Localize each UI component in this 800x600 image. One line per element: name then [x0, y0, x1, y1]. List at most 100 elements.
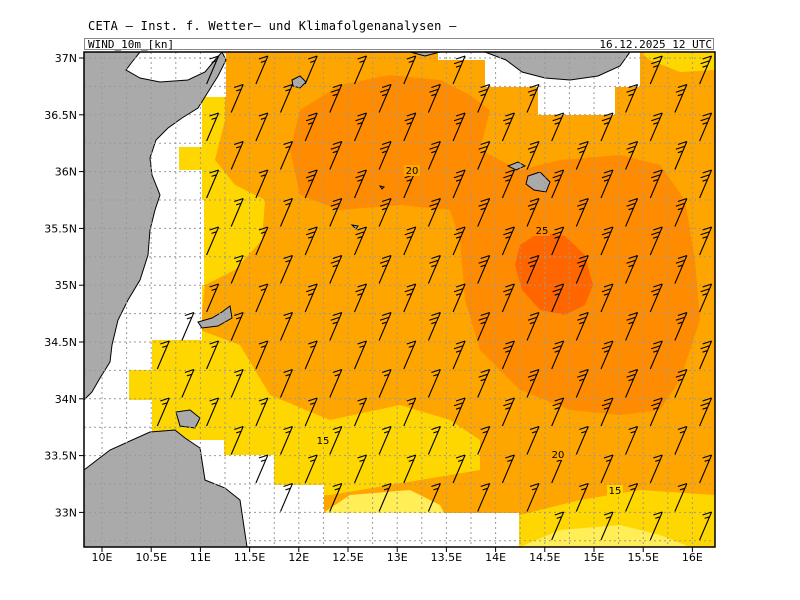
wind-barb: [353, 340, 368, 370]
wind-barb: [329, 425, 343, 455]
wind-barb: [304, 454, 318, 484]
wind-barb: [206, 397, 220, 427]
wind-barb: [625, 482, 639, 512]
variable-label: WIND_10m_[kn]: [88, 38, 175, 51]
wind-barb: [304, 112, 318, 142]
wind-barb: [181, 368, 195, 398]
wind-barb: [378, 83, 392, 113]
wind-barb: [649, 55, 663, 85]
wind-barb: [674, 197, 688, 227]
contour-label: 15: [317, 436, 330, 447]
wind-barb: [329, 83, 343, 113]
longitude-axis: 10E 10.5E 11E 11.5E 12E 12.5E 13E 13.5E 14E 14.5E…: [92, 547, 703, 564]
wind-barb: [526, 368, 540, 398]
wind-barb: [181, 311, 195, 341]
y-tick-label: 34N: [55, 393, 77, 406]
wind-barb: [600, 283, 614, 313]
x-tick-label: 14.5E: [529, 551, 560, 564]
wind-barb: [699, 55, 713, 85]
land-djerba: [175, 409, 201, 429]
x-tick-label: 12E: [288, 551, 309, 564]
y-tick-label: 34.5N: [44, 336, 77, 349]
latitude-axis: 37N 36.5N 36N 35.5N 35N 34.5N 34N 33.5N 33N: [44, 52, 84, 519]
wind-barb: [674, 425, 688, 455]
wind-barb: [329, 140, 343, 170]
wind-barb: [501, 112, 515, 142]
wind-barb: [551, 112, 565, 142]
wind-barb: [353, 169, 368, 199]
wind-barb: [427, 197, 441, 227]
wind-barb: [403, 112, 417, 142]
wind-barb: [206, 169, 220, 199]
wind-barb: [403, 340, 417, 370]
wind-barb: [279, 425, 294, 455]
wind-barb: [699, 169, 713, 199]
wind-barb: [674, 482, 688, 512]
land: [84, 52, 631, 547]
wind-barb: [452, 226, 466, 256]
wind-barb: [353, 454, 368, 484]
wind-barb: [674, 311, 688, 341]
x-tick-label: 15E: [584, 551, 605, 564]
wind-barb: [649, 340, 663, 370]
wind-barb: [230, 197, 244, 227]
wind-barb: [600, 454, 614, 484]
wind-barb: [304, 283, 318, 313]
wind-barb: [477, 368, 491, 398]
wind-barb: [526, 254, 540, 284]
wind-barb: [255, 169, 269, 199]
wind-barb: [427, 368, 441, 398]
land-kerkennah: [197, 305, 233, 329]
wind-barb: [378, 254, 392, 284]
wind-barb: [575, 368, 589, 398]
wind-barb: [649, 511, 663, 541]
wind-barb: [206, 55, 220, 85]
wind-barb: [625, 83, 639, 113]
wind-barb: [206, 283, 220, 313]
wind-barb: [501, 283, 515, 313]
land-gozo: [506, 161, 527, 171]
y-tick-label: 36.5N: [44, 109, 77, 122]
wind-field-20-25: [290, 75, 700, 415]
wind-barb: [279, 140, 294, 170]
y-tick-label: 35.5N: [44, 222, 77, 235]
wind-barb: [427, 254, 441, 284]
wind-barb: [625, 368, 639, 398]
wind-barb: [477, 482, 491, 512]
wind-barb: [353, 283, 368, 313]
x-tick-label: 13.5E: [431, 551, 462, 564]
x-tick-label: 11.5E: [234, 551, 265, 564]
wind-barb: [575, 482, 589, 512]
x-tick-label: 10.5E: [135, 551, 166, 564]
valid-time-label: 16.12.2025 12 UTC: [599, 38, 712, 51]
x-tick-label: 13E: [387, 551, 408, 564]
wind-barb: [477, 83, 491, 113]
wind-barb: [329, 197, 343, 227]
wind-barb: [452, 283, 466, 313]
wind-barb: [279, 83, 294, 113]
wind-barb: [452, 169, 466, 199]
wind-barb: [427, 140, 441, 170]
wind-barb: [156, 397, 170, 427]
x-tick-label: 10E: [92, 551, 113, 564]
wind-barb: [304, 169, 318, 199]
wind-barbs: [156, 55, 713, 541]
y-tick-label: 37N: [55, 52, 77, 65]
wind-barb: [452, 454, 466, 484]
wind-barb: [674, 83, 688, 113]
wind-barb: [477, 140, 491, 170]
x-tick-label: 11E: [190, 551, 211, 564]
x-tick-label: 15.5E: [627, 551, 658, 564]
wind-barb: [526, 140, 540, 170]
chart-title: CETA — Inst. f. Wetter— und Klimafolgena…: [88, 19, 457, 33]
wind-barb: [255, 112, 269, 142]
wind-barb: [255, 226, 269, 256]
wind-barb: [353, 226, 368, 256]
land-libya: [84, 429, 248, 547]
wind-barb: [427, 83, 441, 113]
wind-barb: [304, 226, 318, 256]
wind-barb: [403, 226, 417, 256]
wind-barb: [649, 226, 663, 256]
wind-barb: [206, 226, 220, 256]
map-frame: [83, 51, 716, 548]
